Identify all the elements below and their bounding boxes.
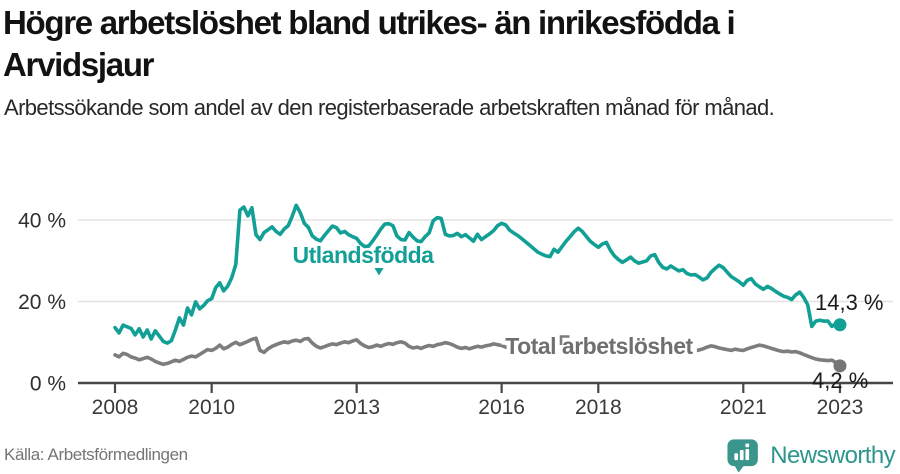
end-value-total: 4,2 % (812, 368, 868, 393)
x-axis-label: 2023 (817, 396, 864, 419)
y-axis-label: 20 % (18, 291, 66, 314)
series-end-dot-utlandsfodda (833, 318, 847, 332)
y-axis-label: 40 % (18, 210, 66, 233)
x-axis-label: 2010 (188, 396, 235, 419)
x-axis-label: 2016 (478, 396, 525, 419)
series-end-dot-total (833, 359, 847, 373)
x-axis-label: 2013 (333, 396, 380, 419)
page-subtitle: Arbetssökande som andel av den registerb… (4, 95, 775, 120)
series-line-utlandsfodda (113, 203, 842, 345)
series-line-total (113, 336, 842, 368)
page-title: Högre arbetslöshet bland utrikes- än inr… (3, 4, 736, 83)
label-arrow-up-icon (559, 335, 570, 345)
series-label-total: Total arbetslöshet (505, 333, 693, 359)
end-value-utlandsfodda: 14,3 % (815, 290, 884, 315)
brand-logo: Newsworthy (726, 438, 896, 473)
x-axis-label: 2018 (575, 396, 622, 419)
label-arrow-down-icon (374, 268, 384, 276)
x-axis-label: 2021 (720, 396, 767, 419)
y-axis-label: 0 % (30, 373, 66, 396)
x-axis-label: 2008 (92, 396, 139, 419)
newsworthy-logo-icon (727, 439, 759, 473)
brand-name: Newsworthy (770, 441, 895, 469)
source-note: Källa: Arbetsförmedlingen (4, 445, 188, 464)
series-label-utlandsfodda: Utlandsfödda (293, 242, 435, 268)
unemployment-line-chart: 0 % 20 % 40 % 2008 2010 2013 2016 2018 2021 2023 U… (18, 203, 893, 419)
